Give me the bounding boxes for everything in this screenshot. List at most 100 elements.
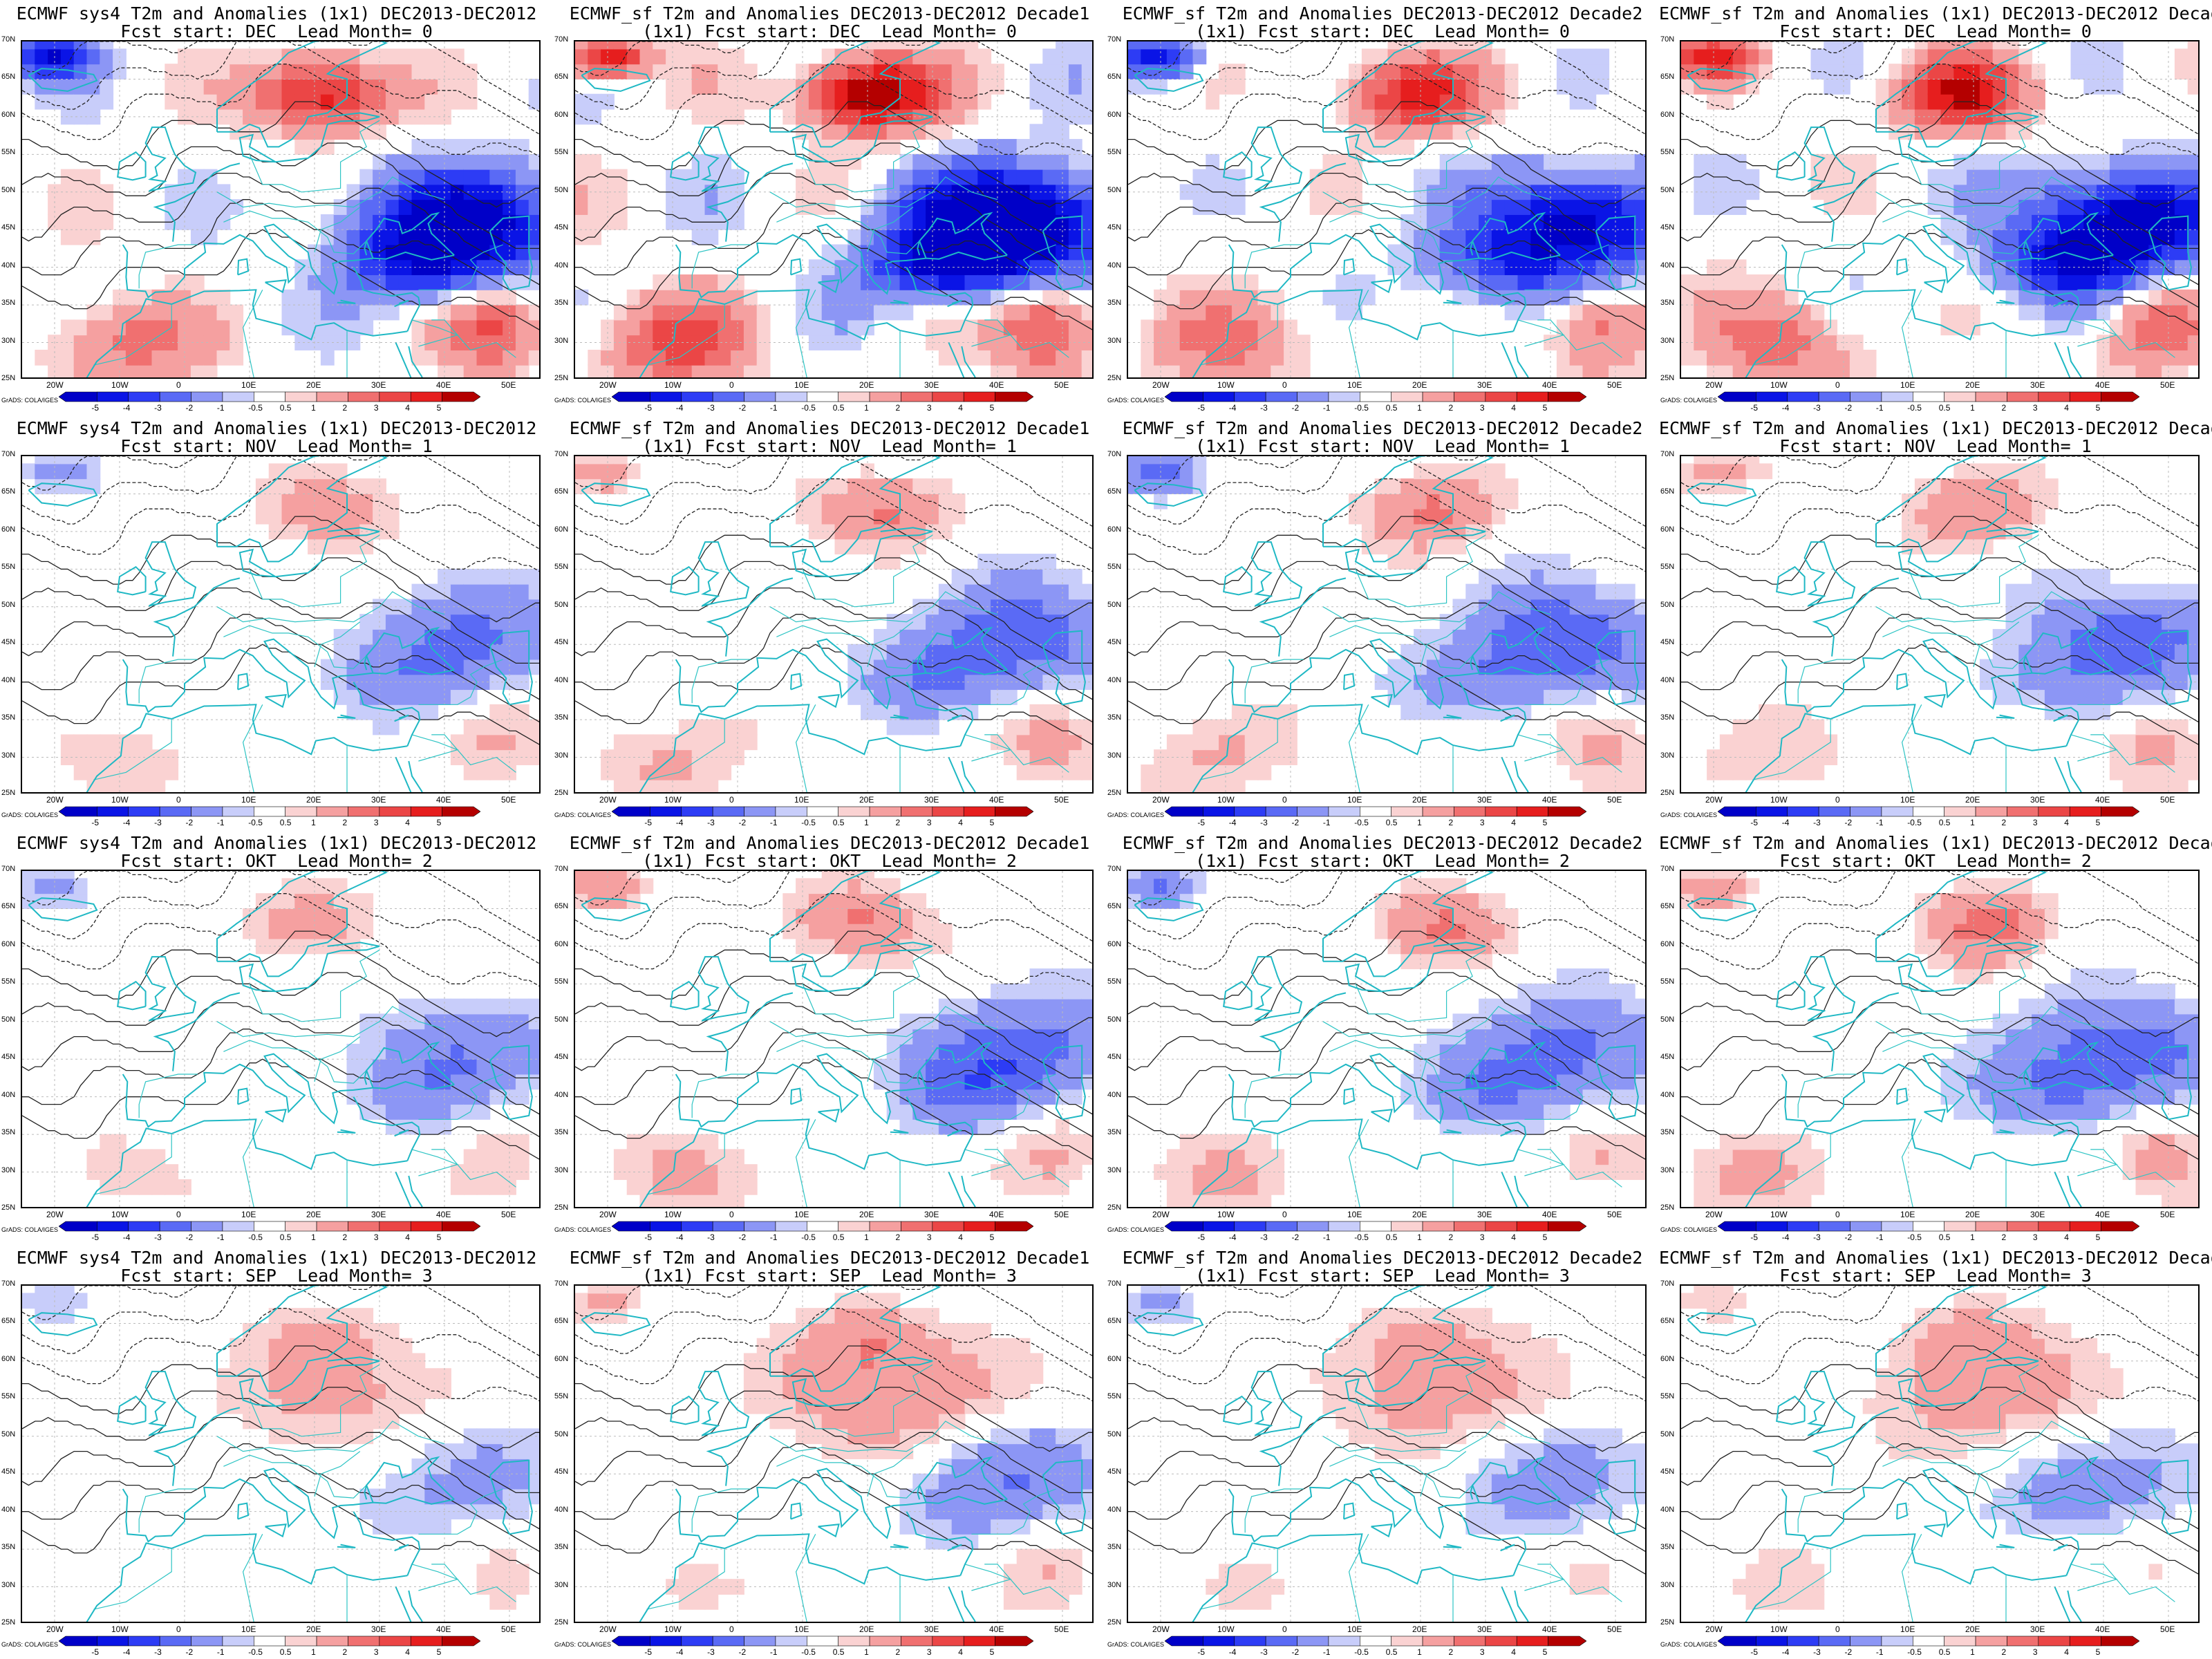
anomaly-cell <box>203 289 218 306</box>
anomaly-cell <box>515 734 529 751</box>
anomaly-cell <box>1003 1164 1018 1180</box>
anomaly-cell <box>503 644 516 660</box>
anomaly-cell <box>1940 48 1955 65</box>
anomaly-cell <box>912 493 927 509</box>
anomaly-cell <box>588 214 602 230</box>
anomaly-cell <box>1400 538 1415 555</box>
anomaly-cell <box>886 908 901 924</box>
colorbar-swatch <box>316 1221 348 1232</box>
anomaly-cell <box>203 335 218 350</box>
anomaly-cell <box>1003 644 1018 660</box>
anomaly-cell <box>1219 274 1232 290</box>
anomaly-cell <box>411 1043 426 1060</box>
anomaly-map <box>21 40 541 379</box>
anomaly-cell <box>2187 614 2198 630</box>
anomaly-cell <box>1206 734 1220 751</box>
anomaly-cell <box>1387 659 1402 675</box>
anomaly-cell <box>1231 1149 1246 1165</box>
coastline <box>890 299 909 304</box>
anomaly-cell <box>991 229 1004 245</box>
anomaly-cell <box>86 93 101 110</box>
anomaly-cell <box>1068 78 1082 95</box>
anomaly-cell <box>1569 199 1584 215</box>
anomaly-cell <box>2005 184 2020 200</box>
anomaly-cell <box>1940 493 1955 509</box>
anomaly-cell <box>926 508 939 525</box>
colorbar-level-label: 4 <box>2064 818 2069 827</box>
anomaly-cell <box>86 48 101 65</box>
anomaly-cell <box>1992 478 2007 494</box>
anomaly-cell <box>1042 1149 1057 1165</box>
coastline <box>926 1080 1008 1090</box>
anomaly-cell <box>1582 583 1597 600</box>
coastline <box>1470 655 1474 671</box>
anomaly-cell <box>653 289 667 306</box>
anomaly-cell <box>385 1104 400 1120</box>
anomaly-cell <box>1206 304 1220 321</box>
anomaly-cell <box>1609 244 1622 261</box>
country-border <box>1882 210 2026 254</box>
anomaly-cell <box>2083 153 2098 170</box>
coastline <box>144 956 197 1022</box>
anomaly-cell <box>1784 734 1799 751</box>
anomaly-cell <box>359 229 374 245</box>
anomaly-cell <box>1595 64 1610 79</box>
coastline <box>1134 482 1204 507</box>
anomaly-cell <box>1016 184 1031 200</box>
anomaly-cell <box>1387 124 1402 140</box>
anomaly-cell <box>1759 64 1773 79</box>
anomaly-cell <box>1569 304 1584 321</box>
lon-tick-label: 20E <box>1412 380 1427 390</box>
anomaly-cell <box>1081 1043 1092 1060</box>
temperature-contour <box>1128 516 1645 623</box>
anomaly-cell <box>938 1043 953 1060</box>
anomaly-cell <box>1439 48 1454 65</box>
colorbar-swatch <box>254 806 285 817</box>
anomaly-cell <box>2070 259 2085 276</box>
coastline <box>1500 714 1515 722</box>
temperature-contour <box>1681 229 2198 330</box>
anomaly-cell <box>424 1104 439 1120</box>
anomaly-cell <box>575 169 589 185</box>
lat-tick-label: 70N <box>554 450 569 458</box>
anomaly-cell <box>1634 364 1645 377</box>
lat-tick-label: 30N <box>1 751 16 760</box>
coastline <box>216 41 388 148</box>
anomaly-cell <box>977 659 992 675</box>
grads-credit: GrADS: COLA/IGES <box>1660 397 1718 404</box>
anomaly-cell <box>1784 704 1799 720</box>
country-border <box>1355 120 1486 193</box>
anomaly-cell <box>1081 583 1092 600</box>
anomaly-cell <box>977 628 992 645</box>
anomaly-cell <box>899 538 914 555</box>
anomaly-cell <box>1465 48 1480 65</box>
coastline <box>86 289 408 377</box>
coastline <box>670 980 700 1011</box>
lat-tick-label: 70N <box>1 35 16 44</box>
anomaly-cell <box>1759 749 1773 765</box>
anomaly-cell <box>385 644 400 660</box>
colorbar-swatch <box>1516 391 1548 402</box>
lat-tick-label: 65N <box>554 73 569 82</box>
anomaly-cell <box>1504 614 1519 630</box>
anomaly-cell <box>653 779 667 792</box>
anomaly-cell <box>1192 878 1207 894</box>
anomaly-cell <box>1206 1149 1220 1165</box>
coastline <box>153 162 241 242</box>
anomaly-cell <box>1556 214 1571 230</box>
colorbar-swatch <box>316 391 348 402</box>
map-panel: ECMWF_sf T2m and Anomalies DEC2013-DEC20… <box>553 830 1106 1244</box>
anomaly-cell <box>861 938 874 955</box>
lat-tick-label: 40N <box>1107 1090 1122 1099</box>
anomaly-cell <box>2187 644 2198 660</box>
anomaly-cell <box>1824 749 1838 765</box>
anomaly-cell <box>2070 41 2085 50</box>
anomaly-cell <box>1491 289 1506 306</box>
anomaly-cell <box>1452 938 1467 955</box>
coastline <box>697 126 750 192</box>
colorbar-level-label: -3 <box>154 403 162 413</box>
anomaly-cell <box>1479 153 1492 170</box>
anomaly-cell <box>1914 478 1929 494</box>
lon-tick-label: 30E <box>371 795 386 805</box>
anomaly-cell <box>938 349 953 366</box>
